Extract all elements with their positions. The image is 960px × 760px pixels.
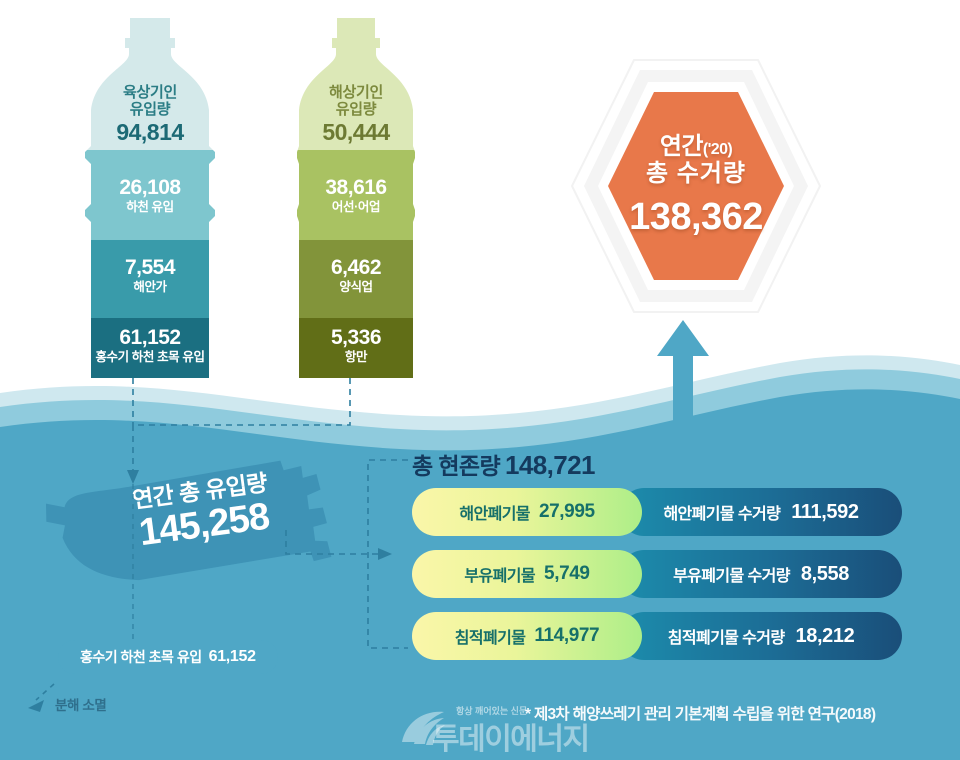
badge-text-block: 연간('20) 총 수거량 138,362: [556, 52, 836, 320]
waste-rows: 해안폐기물 수거량 111,592 해안폐기물 27,995 부유폐기물 수거량…: [412, 488, 902, 674]
watermark-name: 투데이에너지: [432, 723, 590, 756]
segment-label: 홍수기 하천 초목 유입: [95, 349, 205, 364]
flood-inflow-pill[interactable]: 홍수기 하천 초목 유입 61,152: [58, 640, 278, 674]
badge-value: 138,362: [629, 196, 763, 239]
segment-label: 어선·어업: [331, 199, 381, 214]
bottle-top-label-line1: 해상기인: [328, 84, 383, 101]
stock-label: 부유폐기물: [464, 568, 536, 585]
collected-value: 18,212: [795, 624, 855, 647]
segment-label: 하천 유입: [126, 199, 174, 214]
bottle-land-origin: 육상기인 유입량 94,814 26,108 하천 유입 7,554 해안가 6…: [85, 18, 215, 378]
bottle-segment-2: 6,462 양식업: [297, 256, 415, 294]
stock-label: 침적폐기물: [454, 630, 526, 647]
flood-inflow-label: 홍수기 하천 초목 유입: [80, 649, 202, 665]
bottle-top-label-line1: 육상기인: [122, 84, 177, 101]
crushed-bottle-shape: [40, 455, 340, 595]
collected-pill-floating[interactable]: 부유폐기물 수거량 8,558: [620, 550, 902, 598]
collected-pill-coastal[interactable]: 해안폐기물 수거량 111,592: [620, 488, 902, 536]
bottle-top-label-line2: 유입량: [335, 101, 377, 119]
bottle-top-block: 육상기인 유입량 94,814: [85, 84, 215, 145]
total-stock-heading: 총 현존량 148,721: [412, 447, 595, 481]
stock-value: 114,977: [534, 625, 600, 646]
table-row: 부유폐기물 수거량 8,558 부유폐기물 5,749: [412, 550, 902, 598]
segment-value: 6,462: [330, 256, 382, 279]
collected-value: 8,558: [800, 562, 849, 585]
collected-pill-submerged[interactable]: 침적폐기물 수거량 18,212: [620, 612, 902, 660]
stock-label: 해안폐기물: [459, 506, 530, 523]
total-collection-badge: 연간('20) 총 수거량 138,362: [556, 52, 836, 320]
segment-label: 양식업: [339, 279, 373, 294]
segment-value: 38,616: [325, 176, 387, 199]
segment-value: 5,336: [330, 326, 382, 349]
stock-pill-submerged[interactable]: 침적폐기물 114,977: [412, 612, 642, 660]
bottle-segment-3: 5,336 항만: [297, 326, 415, 364]
collection-up-arrow: [655, 318, 711, 433]
table-row: 침적폐기물 수거량 18,212 침적폐기물 114,977: [412, 612, 902, 660]
bottle-top-value: 94,814: [116, 119, 184, 146]
bottle-sea-origin: 해상기인 유입량 50,444 38,616 어선·어업 6,462 양식업 5…: [297, 18, 415, 378]
collected-value: 111,592: [791, 500, 859, 523]
badge-line2: 총 수거량: [646, 160, 746, 188]
stock-value: 5,749: [544, 563, 590, 584]
decay-note: 분해 소멸: [55, 698, 107, 713]
segment-value: 61,152: [119, 326, 181, 349]
total-stock-label: 총 현존량: [412, 453, 501, 479]
watermark-tagline: 항상 깨어있는 신문: [456, 706, 528, 716]
watermark-logo-icon: [400, 702, 610, 754]
collected-label: 해안폐기물 수거량: [663, 506, 781, 523]
segment-label: 해안가: [133, 279, 167, 294]
bottle-segment-1: 38,616 어선·어업: [297, 176, 415, 214]
bottle-segment-2: 7,554 해안가: [85, 256, 215, 294]
bottle-top-block: 해상기인 유입량 50,444: [297, 84, 415, 145]
collected-label: 부유폐기물 수거량: [673, 568, 790, 585]
bottle-top-label-line2: 유입량: [129, 101, 171, 119]
badge-line1: 연간('20): [659, 132, 733, 161]
stock-pill-floating[interactable]: 부유폐기물 5,749: [412, 550, 642, 598]
collected-label: 침적폐기물 수거량: [667, 630, 785, 647]
flood-inflow-value: 61,152: [208, 648, 256, 665]
bottle-top-value: 50,444: [322, 119, 390, 146]
badge-line1-text: 연간: [659, 132, 704, 160]
source-footnote: * 제3차 해양쓰레기 관리 기본계획 수립을 위한 연구(2018): [525, 706, 876, 723]
segment-label: 항만: [344, 349, 368, 364]
stock-value: 27,995: [538, 501, 595, 522]
bottle-segment-3: 61,152 홍수기 하천 초목 유입: [85, 326, 215, 364]
table-row: 해안폐기물 수거량 111,592 해안폐기물 27,995: [412, 488, 902, 536]
badge-year: ('20): [702, 140, 733, 158]
segment-value: 26,108: [119, 176, 181, 199]
bottle-segment-1: 26,108 하천 유입: [85, 176, 215, 214]
stock-pill-coastal[interactable]: 해안폐기물 27,995: [412, 488, 642, 536]
segment-value: 7,554: [124, 256, 176, 279]
total-stock-value: 148,721: [505, 450, 595, 480]
